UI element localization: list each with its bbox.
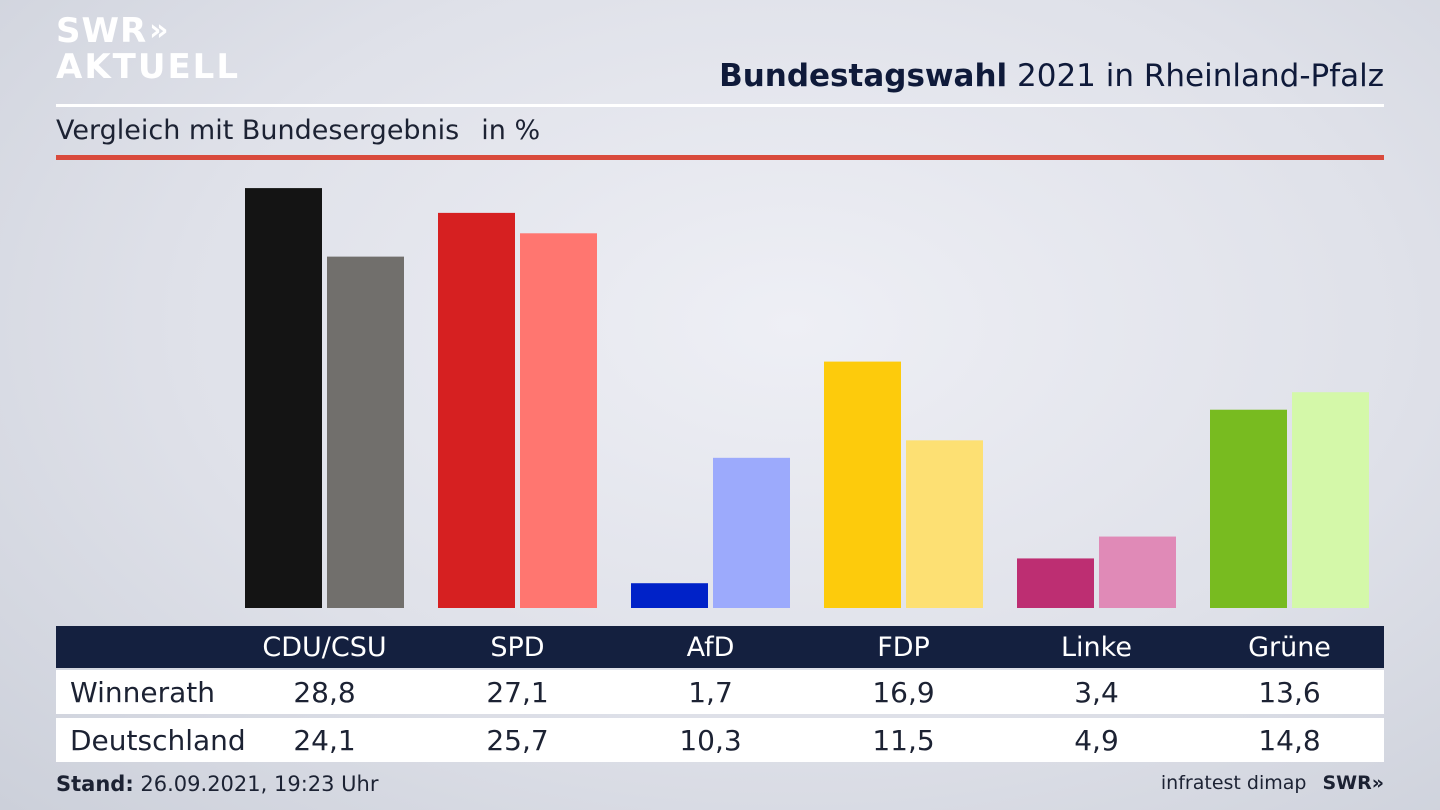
source-credit: infratest dimap SWR»	[1161, 772, 1384, 794]
column-header: FDP	[877, 631, 930, 663]
table-cell: 27,1	[486, 675, 549, 709]
bar-spd-winnerath	[438, 212, 515, 608]
unit-label: in %	[481, 115, 541, 146]
subtitle-divider	[56, 155, 1384, 160]
bar-cdu-csu-deutschland	[327, 256, 404, 608]
row-label: Winnerath	[70, 675, 215, 709]
bar-linke-deutschland	[1099, 536, 1176, 608]
column-header: Grüne	[1248, 631, 1331, 663]
table-cell: 25,7	[486, 723, 549, 757]
stand-label: Stand:	[56, 772, 134, 796]
table-row-winnerath: Winnerath 28,8 27,1 1,7 16,9 3,4 13,6	[56, 670, 1384, 714]
table-cell: 24,1	[293, 723, 356, 757]
chart-title: Bundestagswahl 2021 in Rheinland-Pfalz	[719, 58, 1384, 94]
chart-title-rest: 2021 in Rheinland-Pfalz	[1007, 58, 1384, 94]
bar-chart	[245, 188, 1369, 608]
bar-spd-deutschland	[520, 233, 597, 608]
bar-gr-ne-deutschland	[1292, 392, 1369, 608]
column-header: SPD	[490, 631, 545, 663]
table-cell: 3,4	[1074, 675, 1119, 709]
stand-value: 26.09.2021, 19:23 Uhr	[133, 772, 379, 796]
bar-cdu-csu-winnerath	[245, 188, 322, 608]
subtitle-text: Vergleich mit Bundesergebnis	[56, 115, 460, 146]
bar-gr-ne-winnerath	[1210, 409, 1287, 608]
column-header: Linke	[1061, 631, 1132, 663]
chart-title-bold: Bundestagswahl	[719, 58, 1008, 94]
timestamp: Stand: 26.09.2021, 19:23 Uhr	[56, 772, 379, 796]
table-cell: 11,5	[872, 723, 935, 757]
table-row-deutschland: Deutschland 24,1 25,7 10,3 11,5 4,9 14,8	[56, 718, 1384, 762]
swr-aktuell-logo: SWR» AKTUELL	[56, 14, 240, 84]
header-divider	[56, 104, 1384, 107]
row-label: Deutschland	[70, 723, 246, 757]
bar-afd-winnerath	[631, 583, 708, 608]
chart-subtitle: Vergleich mit Bundesergebnis in %	[56, 115, 540, 146]
column-header: CDU/CSU	[262, 631, 387, 663]
table-cell: 16,9	[872, 675, 935, 709]
footer-swr-logo: SWR»	[1322, 772, 1384, 794]
bar-afd-deutschland	[713, 457, 790, 608]
logo-swr-text: SWR	[56, 11, 148, 51]
bar-fdp-deutschland	[906, 440, 983, 608]
table-cell: 14,8	[1258, 723, 1321, 757]
logo-aktuell-text: AKTUELL	[56, 47, 241, 87]
table-header-row: CDU/CSU SPD AfD FDP Linke Grüne	[56, 626, 1384, 668]
table-cell: 13,6	[1258, 675, 1321, 709]
table-cell: 1,7	[688, 675, 733, 709]
bar-fdp-winnerath	[824, 361, 901, 608]
bar-linke-winnerath	[1017, 558, 1094, 608]
table-cell: 4,9	[1074, 723, 1119, 757]
table-cell: 28,8	[293, 675, 356, 709]
results-table: CDU/CSU SPD AfD FDP Linke Grüne Winnerath 28,…	[56, 626, 1384, 762]
table-cell: 10,3	[679, 723, 742, 757]
column-header: AfD	[686, 631, 735, 663]
source-text: infratest dimap	[1160, 772, 1307, 794]
